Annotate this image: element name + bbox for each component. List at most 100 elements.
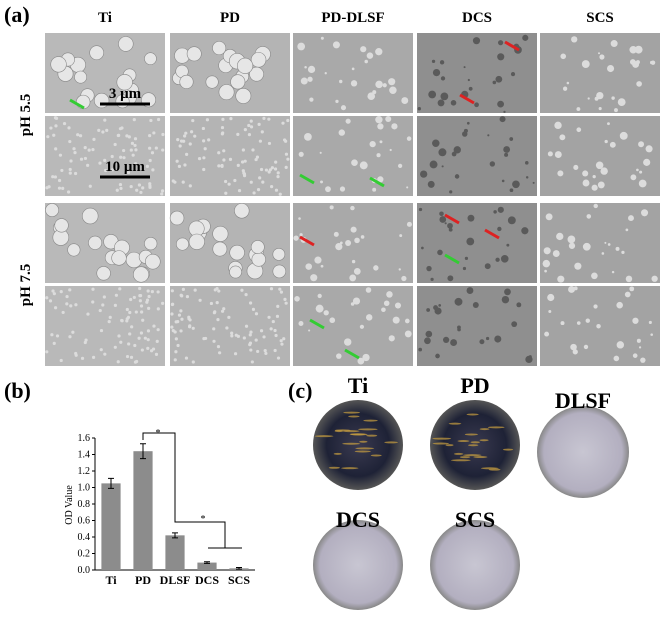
texture [636,81,642,87]
texture [426,265,432,272]
texture [171,302,175,306]
texture [587,97,590,100]
texture [556,232,564,241]
texture [176,343,180,348]
texture [375,80,383,89]
texture [284,152,289,156]
texture [650,60,656,65]
texture [126,315,131,320]
texture [632,353,638,358]
texture [279,339,283,343]
texture [255,155,260,159]
texture [320,36,324,40]
texture [567,235,576,244]
texture [359,324,365,329]
texture [276,175,280,179]
texture [47,185,51,189]
texture [227,315,231,319]
texture [543,247,551,255]
texture [484,263,491,270]
texture [308,329,311,332]
texture [342,430,360,433]
texture [202,139,206,143]
texture [651,275,658,282]
texture [175,159,179,163]
texture [459,456,471,459]
texture [260,130,264,134]
y-tick-label: 1.4 [78,450,91,461]
texture [307,65,316,74]
texture [573,164,579,170]
texture [366,52,374,59]
texture [66,190,71,194]
texture [259,329,264,333]
texture [439,60,445,65]
texture [135,188,139,192]
texture [83,340,87,345]
texture [343,411,360,414]
texture [258,176,262,180]
texture [363,419,378,422]
texture [443,336,450,344]
texture [383,300,390,307]
panel-label: (b) [4,378,31,403]
bar [133,451,153,570]
texture [372,187,377,192]
texture [335,99,339,104]
texture [328,466,341,469]
texture [99,348,103,352]
texture [574,262,582,270]
texture [466,121,470,125]
texture [46,135,50,139]
texture [160,192,164,196]
texture [59,290,63,294]
texture [320,180,323,184]
texture [554,151,562,159]
texture [401,275,407,282]
texture [133,143,137,148]
texture [278,287,282,291]
texture [113,303,118,307]
texture [191,360,195,364]
texture [222,307,226,311]
texture [507,216,516,225]
texture [242,336,246,340]
texture [179,309,183,313]
texture [179,139,184,143]
texture [377,123,384,130]
dish-label: PD [460,373,489,398]
sem-image [540,203,660,283]
texture [375,116,383,124]
texture [425,330,433,338]
texture [349,433,366,436]
sem-image [417,286,537,366]
y-tick-label: 1.2 [78,466,91,477]
texture [212,339,216,343]
texture [466,413,479,416]
texture [149,349,154,353]
texture [76,133,80,137]
texture [249,348,253,352]
texture [67,126,71,130]
texture [638,346,642,349]
texture [487,134,490,137]
texture [449,190,453,194]
texture [140,348,144,352]
texture [441,218,445,222]
texture [97,128,101,132]
texture [186,46,202,62]
texture [141,186,145,190]
texture [509,137,514,141]
texture [576,107,581,111]
texture [125,354,130,359]
texture [103,118,107,122]
texture [389,148,392,152]
texture [193,134,197,138]
texture [133,360,138,364]
error-bar [140,443,146,460]
y-tick-label: 0.6 [78,516,91,527]
texture [638,179,647,188]
texture [630,174,637,181]
texture [386,291,393,298]
texture [319,151,322,154]
